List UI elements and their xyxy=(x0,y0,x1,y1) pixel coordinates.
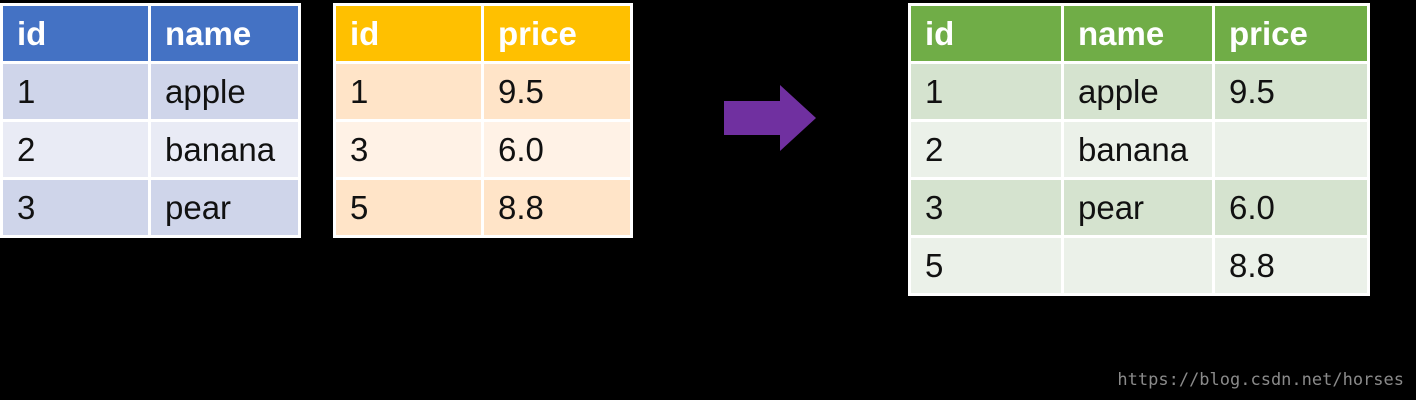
column-header: name xyxy=(1061,3,1215,64)
table-cell: 1 xyxy=(908,61,1064,122)
table-cell: 9.5 xyxy=(481,61,633,122)
table-cell xyxy=(1061,235,1215,296)
table-row: 1 apple xyxy=(0,61,301,122)
column-header: id xyxy=(908,3,1064,64)
table-row: 1 apple 9.5 xyxy=(908,61,1370,122)
table-cell: 3 xyxy=(333,119,484,180)
table-cell: banana xyxy=(1061,119,1215,180)
column-header: id xyxy=(333,3,484,64)
column-header: id xyxy=(0,3,151,64)
table-cell: 5 xyxy=(333,177,484,238)
arrow-shape xyxy=(724,85,816,151)
table-cell: banana xyxy=(148,119,301,180)
table-row: 2 banana xyxy=(908,119,1370,180)
names-table: id name 1 apple 2 banana 3 pear xyxy=(0,3,301,238)
table-row: 2 banana xyxy=(0,119,301,180)
column-header: price xyxy=(481,3,633,64)
table-row: 3 pear 6.0 xyxy=(908,177,1370,238)
table-cell: 2 xyxy=(908,119,1064,180)
table-cell: apple xyxy=(1061,61,1215,122)
table-cell: 8.8 xyxy=(481,177,633,238)
watermark-text: https://blog.csdn.net/horses xyxy=(1117,370,1404,390)
table-cell: 3 xyxy=(0,177,151,238)
table-cell: 1 xyxy=(0,61,151,122)
table-cell: pear xyxy=(148,177,301,238)
table-cell: 8.8 xyxy=(1212,235,1370,296)
table-header-row: id name price xyxy=(908,3,1370,64)
prices-table: id price 1 9.5 3 6.0 5 8.8 xyxy=(333,3,633,238)
table-row: 5 8.8 xyxy=(908,235,1370,296)
table-cell: 1 xyxy=(333,61,484,122)
table-cell: 9.5 xyxy=(1212,61,1370,122)
table-cell: 5 xyxy=(908,235,1064,296)
table-cell: 6.0 xyxy=(481,119,633,180)
column-header: name xyxy=(148,3,301,64)
table-cell: pear xyxy=(1061,177,1215,238)
table-cell: 2 xyxy=(0,119,151,180)
table-header-row: id name xyxy=(0,3,301,64)
merged-table: id name price 1 apple 9.5 2 banana 3 pea… xyxy=(908,3,1370,296)
table-row: 3 6.0 xyxy=(333,119,633,180)
table-cell: apple xyxy=(148,61,301,122)
table-cell: 3 xyxy=(908,177,1064,238)
right-arrow-icon xyxy=(724,85,816,151)
table-cell: 6.0 xyxy=(1212,177,1370,238)
table-row: 3 pear xyxy=(0,177,301,238)
table-cell xyxy=(1212,119,1370,180)
table-row: 5 8.8 xyxy=(333,177,633,238)
table-row: 1 9.5 xyxy=(333,61,633,122)
column-header: price xyxy=(1212,3,1370,64)
table-header-row: id price xyxy=(333,3,633,64)
